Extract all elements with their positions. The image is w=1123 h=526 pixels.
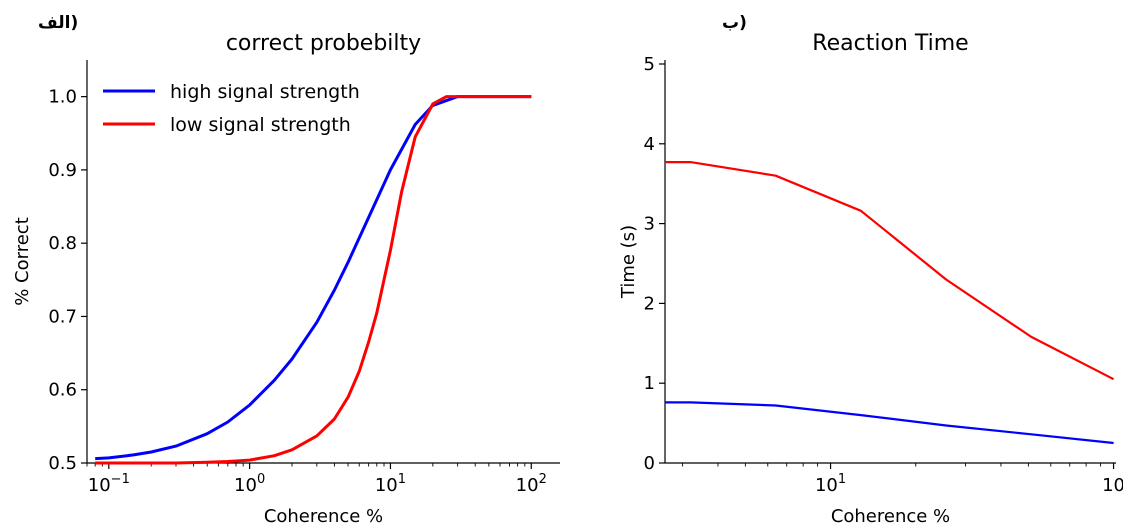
x-tick-label: 101 xyxy=(375,472,406,496)
legend-label: low signal strength xyxy=(170,114,351,136)
y-tick-label: 1.0 xyxy=(48,87,77,108)
x-axis-label: Coherence % xyxy=(264,506,383,526)
chart-title: Reaction Time xyxy=(812,31,968,56)
series-line-1 xyxy=(95,95,532,465)
x-tick-label: 10 xyxy=(1102,475,1123,496)
x-tick-label: 102 xyxy=(516,472,547,496)
y-axis-label: Time (s) xyxy=(618,225,639,299)
y-tick-label: 4 xyxy=(644,134,655,155)
y-axis-label: % Correct xyxy=(12,217,33,306)
y-tick-label: 1 xyxy=(644,373,655,394)
y-tick-label: 0.5 xyxy=(48,453,77,474)
x-tick-label: 10−1 xyxy=(88,472,130,496)
legend-label: high signal strength xyxy=(170,81,360,103)
y-tick-label: 0.7 xyxy=(48,306,77,327)
y-tick-label: 0 xyxy=(644,453,655,474)
panel-label-a: (الف xyxy=(38,13,79,33)
series-line-0 xyxy=(95,95,532,461)
y-tick-label: 0.6 xyxy=(48,380,77,401)
x-tick-label: 100 xyxy=(234,472,265,496)
y-tick-label: 0.8 xyxy=(48,233,77,254)
chart-title: correct probebilty xyxy=(226,31,421,56)
panel-label-b: (ب xyxy=(722,13,747,33)
y-tick-label: 5 xyxy=(644,54,655,75)
x-axis-label: Coherence % xyxy=(831,506,950,526)
chart-reaction-time: Reaction Time 0 1 2 3 4 5 101 10 Coherence % Time … xyxy=(618,31,1123,526)
y-tick-label: 0.9 xyxy=(48,160,77,181)
series-line-0 xyxy=(665,161,1115,381)
x-tick-label: 101 xyxy=(815,472,846,496)
chart-correct-probability: correct probebilty 0.5 0.6 0.7 0.8 0.9 1.0 10−1… xyxy=(12,31,560,526)
y-tick-label: 2 xyxy=(644,293,655,314)
y-tick-label: 3 xyxy=(644,214,655,235)
series-line-1 xyxy=(665,401,1114,445)
